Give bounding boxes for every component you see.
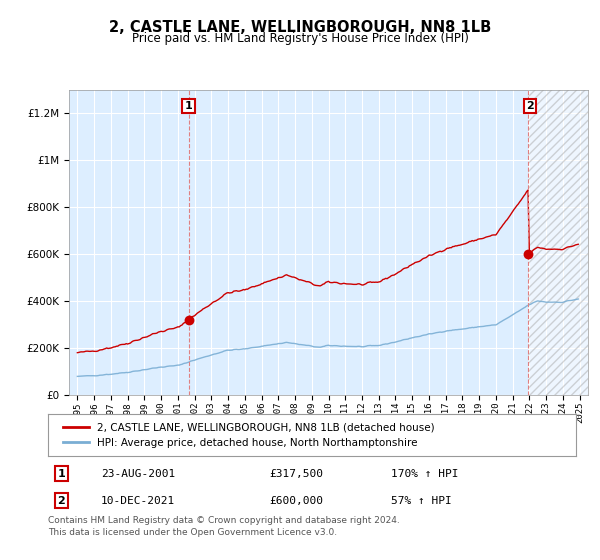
Text: Price paid vs. HM Land Registry's House Price Index (HPI): Price paid vs. HM Land Registry's House … — [131, 32, 469, 45]
Text: 10-DEC-2021: 10-DEC-2021 — [101, 496, 175, 506]
Bar — [529, 90, 588, 395]
Text: 1: 1 — [58, 469, 65, 479]
Text: This data is licensed under the Open Government Licence v3.0.: This data is licensed under the Open Gov… — [48, 528, 337, 536]
Text: 1: 1 — [185, 101, 193, 111]
Text: 170% ↑ HPI: 170% ↑ HPI — [391, 469, 459, 479]
Text: 2: 2 — [526, 101, 534, 111]
Text: 2: 2 — [58, 496, 65, 506]
Point — [524, 249, 533, 258]
Text: 2, CASTLE LANE, WELLINGBOROUGH, NN8 1LB: 2, CASTLE LANE, WELLINGBOROUGH, NN8 1LB — [109, 20, 491, 35]
Point — [184, 316, 193, 325]
Text: 23-AUG-2001: 23-AUG-2001 — [101, 469, 175, 479]
Text: £317,500: £317,500 — [270, 469, 324, 479]
Text: Contains HM Land Registry data © Crown copyright and database right 2024.: Contains HM Land Registry data © Crown c… — [48, 516, 400, 525]
Bar — [529, 90, 588, 395]
Text: 57% ↑ HPI: 57% ↑ HPI — [391, 496, 452, 506]
Text: £600,000: £600,000 — [270, 496, 324, 506]
Legend: 2, CASTLE LANE, WELLINGBOROUGH, NN8 1LB (detached house), HPI: Average price, de: 2, CASTLE LANE, WELLINGBOROUGH, NN8 1LB … — [58, 419, 439, 452]
